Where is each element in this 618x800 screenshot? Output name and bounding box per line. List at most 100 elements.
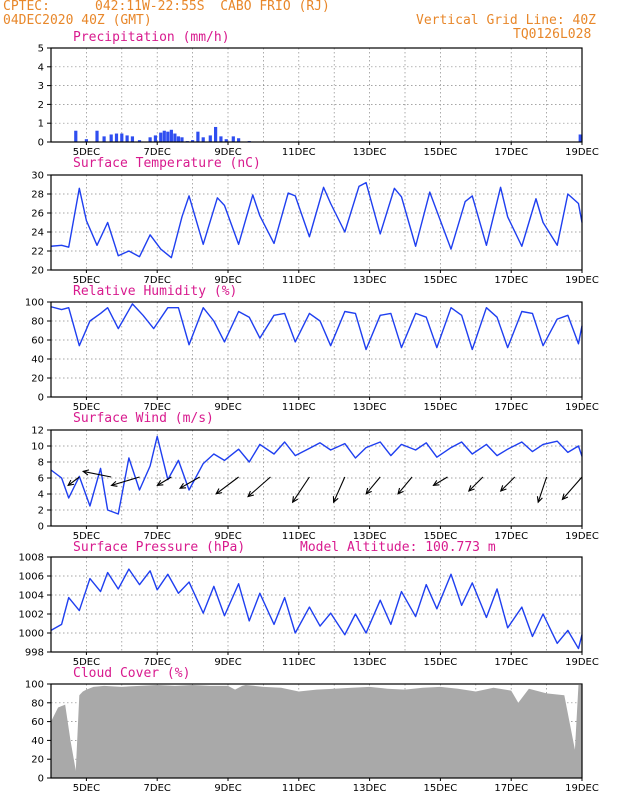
wind-arrow: [83, 470, 112, 478]
temperature-xtick-label: 19DEC: [565, 275, 599, 286]
pressure-xtick-label: 11DEC: [282, 657, 316, 668]
temperature-xtick-label: 9DEC: [214, 275, 241, 286]
precipitation-xtick-label: 13DEC: [353, 147, 387, 158]
temperature-xtick-label: 15DEC: [424, 275, 458, 286]
cloud-cover-ytick-label: 80: [31, 698, 44, 709]
precipitation-bar: [578, 134, 582, 142]
precipitation-frame: [50, 47, 583, 143]
humidity-ytick-label: 100: [25, 298, 44, 309]
temperature-title: Surface Temperature (nC): [73, 156, 261, 171]
temperature-ytick-label: 20: [31, 266, 44, 277]
wind-arrowhead: [536, 496, 543, 504]
wind-arrow: [468, 476, 484, 492]
precipitation-bar: [120, 133, 124, 142]
temperature-ytick-label: 22: [31, 247, 44, 258]
pressure-panel: 998 1000 1002 1004 1006 1008 5DEC 7DEC 9DEC 11DEC…: [19, 540, 599, 668]
wind-line: [50, 435, 583, 515]
humidity-panel: 0 20 40 60 80 100 5DEC 7DEC 9DEC 11DEC 13DEC 15DEC 1…: [25, 284, 599, 413]
precipitation-bar: [176, 136, 181, 142]
wind-arrow: [333, 476, 346, 503]
humidity-xtick-label: 17DEC: [494, 402, 528, 413]
precipitation-bar: [102, 136, 106, 142]
temperature-line: [50, 181, 583, 259]
precipitation-ytick-label: 5: [38, 44, 44, 55]
cloud-cover-xtick-label: 15DEC: [424, 783, 458, 794]
precipitation-bar: [224, 139, 228, 142]
cloud-cover-title: Cloud Cover (%): [73, 666, 190, 681]
wind-arrowhead: [81, 469, 90, 476]
cloud-cover-xtick-label: 17DEC: [494, 783, 528, 794]
wind-frame: [50, 429, 583, 527]
temperature-ytick-label: 28: [31, 190, 44, 201]
wind-xtick-label: 17DEC: [494, 531, 528, 542]
wind-arrow: [433, 476, 448, 486]
precipitation-title: Precipitation (mm/h): [73, 30, 230, 45]
wind-arrowhead: [178, 482, 187, 489]
humidity-frame: [50, 301, 583, 398]
humidity-line: [50, 303, 583, 351]
humidity-ytick-label: 20: [31, 374, 44, 385]
humidity-ytick-label: 0: [38, 393, 44, 404]
temperature-xtick-label: 17DEC: [494, 275, 528, 286]
precipitation-bar: [95, 130, 99, 142]
precipitation-xtick-label: 19DEC: [565, 147, 599, 158]
wind-ytick-label: 12: [31, 426, 44, 437]
wind-arrowhead: [499, 485, 507, 492]
precipitation-bar: [114, 133, 119, 142]
wind-arrow: [67, 476, 80, 486]
precipitation-ytick-label: 0: [38, 138, 44, 149]
temperature-xtick-label: 7DEC: [144, 275, 171, 286]
precipitation-bar: [153, 135, 158, 142]
wind-arrow: [247, 476, 271, 498]
precipitation-bar: [191, 140, 195, 142]
precipitation-xtick-label: 9DEC: [214, 147, 241, 158]
precipitation-bar: [159, 132, 163, 142]
humidity-xtick-label: 19DEC: [565, 402, 599, 413]
cloud-cover-ytick-label: 60: [31, 717, 44, 728]
cloud-cover-panel: 0 20 40 60 80 100 5DEC 7DEC 9DEC 11DEC 13DEC 15DEC 1…: [25, 666, 599, 794]
temperature-ytick-label: 26: [31, 209, 44, 220]
pressure-xtick-label: 19DEC: [565, 657, 599, 668]
humidity-xtick-label: 7DEC: [144, 402, 171, 413]
wind-arrowhead: [110, 480, 118, 487]
precipitation-bar: [109, 134, 113, 142]
precipitation-xtick-label: 5DEC: [73, 147, 100, 158]
wind-arrow: [537, 476, 548, 503]
temperature-frame: [50, 174, 583, 271]
humidity-ytick-label: 80: [31, 317, 44, 328]
wind-ytick-label: 0: [38, 522, 44, 533]
precipitation-bar: [201, 137, 205, 142]
wind-arrowhead: [365, 487, 372, 495]
pressure-ytick-label: 998: [25, 648, 44, 659]
precipitation-xtick-label: 7DEC: [144, 147, 171, 158]
pressure-frame: [50, 556, 583, 653]
wind-ytick-label: 6: [38, 474, 44, 485]
wind-title: Surface Wind (m/s): [73, 411, 214, 426]
wind-arrow: [157, 476, 172, 486]
header-source: CPTEC:: [3, 0, 50, 14]
wind-xtick-label: 9DEC: [214, 531, 241, 542]
wind-arrowhead: [561, 493, 569, 501]
precipitation-ytick-label: 4: [38, 62, 44, 73]
cloud-cover-xtick-label: 11DEC: [282, 783, 316, 794]
precipitation-xtick-label: 15DEC: [424, 147, 458, 158]
precipitation-bar: [180, 137, 184, 142]
precipitation-bar: [208, 135, 212, 142]
precipitation-bar: [214, 126, 218, 142]
precipitation-bar: [231, 136, 235, 142]
cloud-cover-ytick-label: 40: [31, 736, 44, 747]
pressure-ytick-label: 1002: [19, 610, 44, 621]
pressure-ytick-label: 1006: [19, 572, 44, 583]
wind-arrow: [215, 476, 239, 495]
wind-arrowhead: [467, 485, 475, 492]
precipitation-bar: [137, 140, 142, 142]
wind-arrowhead: [397, 487, 404, 495]
wind-arrowhead: [432, 480, 440, 487]
pressure-subtitle: Model Altitude: 100.773 m: [300, 540, 496, 555]
precipitation-panel: 0 1 2 3 4 5 5DEC 7DEC 9DEC 11DEC 13DEC 15DEC 17DEC 19…: [38, 30, 599, 158]
cloud-cover-area: [51, 684, 582, 778]
wind-arrow: [179, 476, 200, 489]
precipitation-bar: [148, 137, 152, 142]
wind-arrow: [500, 476, 516, 492]
